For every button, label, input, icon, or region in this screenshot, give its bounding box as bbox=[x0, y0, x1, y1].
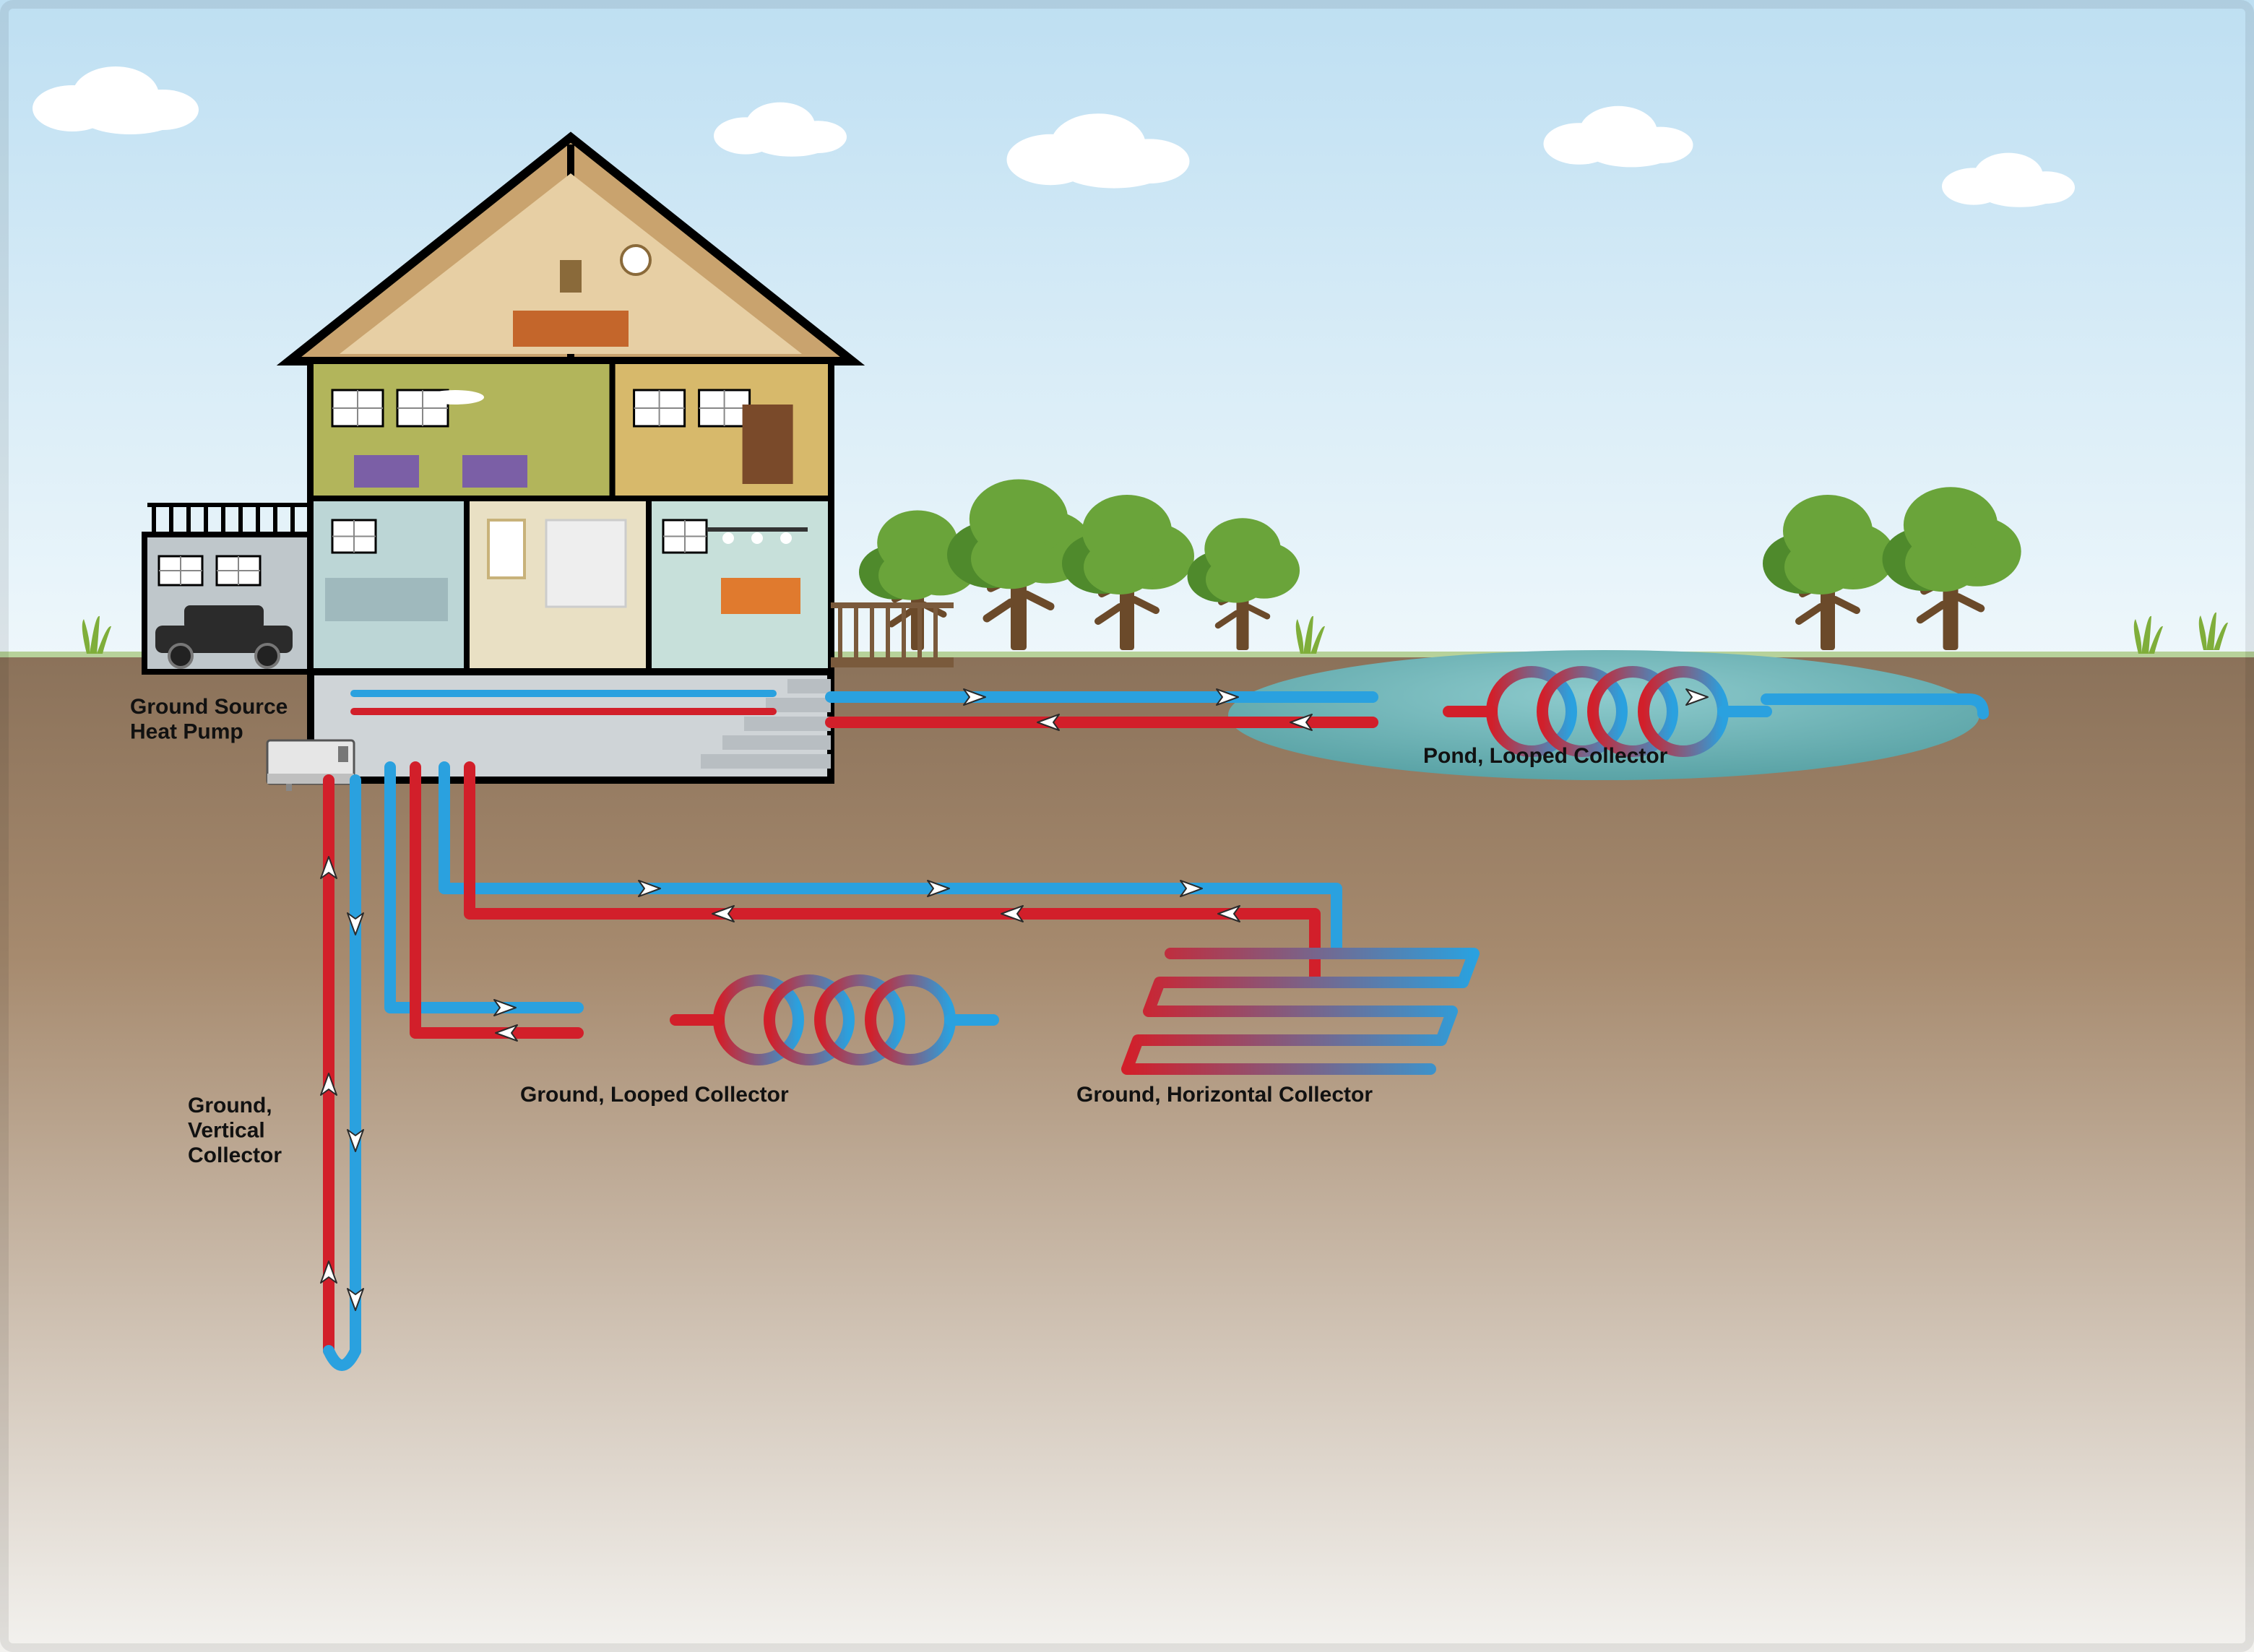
room-middle-right bbox=[613, 361, 831, 498]
label-looped: Ground, Looped Collector bbox=[520, 1083, 789, 1107]
label-horizontal: Ground, Horizontal Collector bbox=[1076, 1083, 1373, 1107]
ground bbox=[0, 657, 2254, 1652]
geothermal-diagram: Ground SourceHeat PumpGround,VerticalCol… bbox=[0, 0, 2254, 1652]
diagram-svg: Ground SourceHeat PumpGround,VerticalCol… bbox=[0, 0, 2254, 1652]
label-pond: Pond, Looped Collector bbox=[1423, 744, 1668, 768]
heat-pump bbox=[267, 740, 354, 784]
